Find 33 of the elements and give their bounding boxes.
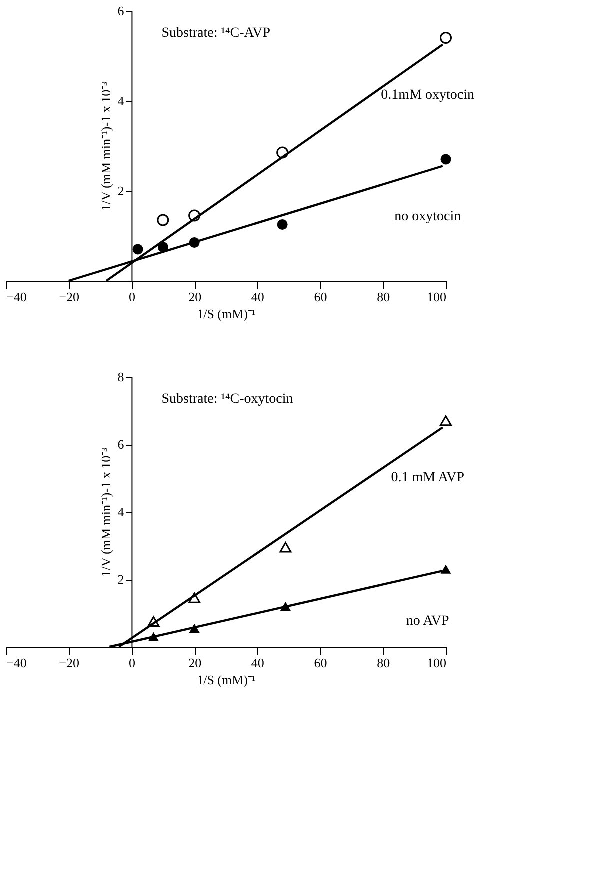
x-tick-label: 100: [427, 290, 446, 304]
x-tick-label: 20: [188, 290, 202, 304]
x-tick-label: −40: [6, 656, 27, 670]
series-label: 0.1 mM AVP: [391, 470, 465, 486]
x-axis-title: 1/S (mM)⁻¹: [197, 306, 256, 322]
x-tick-label: 40: [251, 290, 264, 304]
x-tick-label: 80: [377, 656, 390, 670]
x-tick-label: 80: [377, 290, 390, 304]
text: no AVP: [406, 614, 450, 630]
x-tick-label: −20: [59, 656, 80, 670]
y-tick-label: 6: [118, 4, 125, 18]
y-axis-title: 1/V (mM min⁻¹)-1 x 10⁻³: [98, 448, 114, 577]
x-tick-label: 20: [188, 656, 202, 670]
y-tick-label: 4: [118, 94, 125, 108]
y-tick-label: 6: [118, 437, 125, 452]
series-label: 0.1mM oxytocin: [381, 88, 475, 103]
series-label: no oxytocin: [394, 209, 462, 224]
x-tick-label: 0: [128, 290, 136, 304]
y-tick-label: 2: [118, 572, 124, 587]
y-axis-title: 1/V (mM min⁻¹)-1 x 10⁻³: [98, 82, 114, 211]
x-tick-label: −20: [59, 290, 80, 304]
y-tick-label: 2: [118, 184, 124, 198]
x-tick-label: 60: [314, 290, 328, 304]
x-tick-label: 60: [314, 656, 328, 670]
annotation: Substrate: ¹⁴C-AVP: [162, 26, 271, 41]
x-tick-label: 40: [251, 656, 264, 670]
annotation: Substrate: ¹⁴C-oxytocin: [162, 392, 294, 407]
x-axis-title: 1/S (mM)⁻¹: [197, 672, 256, 688]
x-tick-label: −40: [6, 290, 27, 304]
y-tick-label: 4: [118, 504, 125, 520]
x-tick-label: 0: [128, 656, 136, 670]
y-tick-label: 8: [118, 370, 124, 384]
x-tick-label: 100: [427, 656, 446, 670]
